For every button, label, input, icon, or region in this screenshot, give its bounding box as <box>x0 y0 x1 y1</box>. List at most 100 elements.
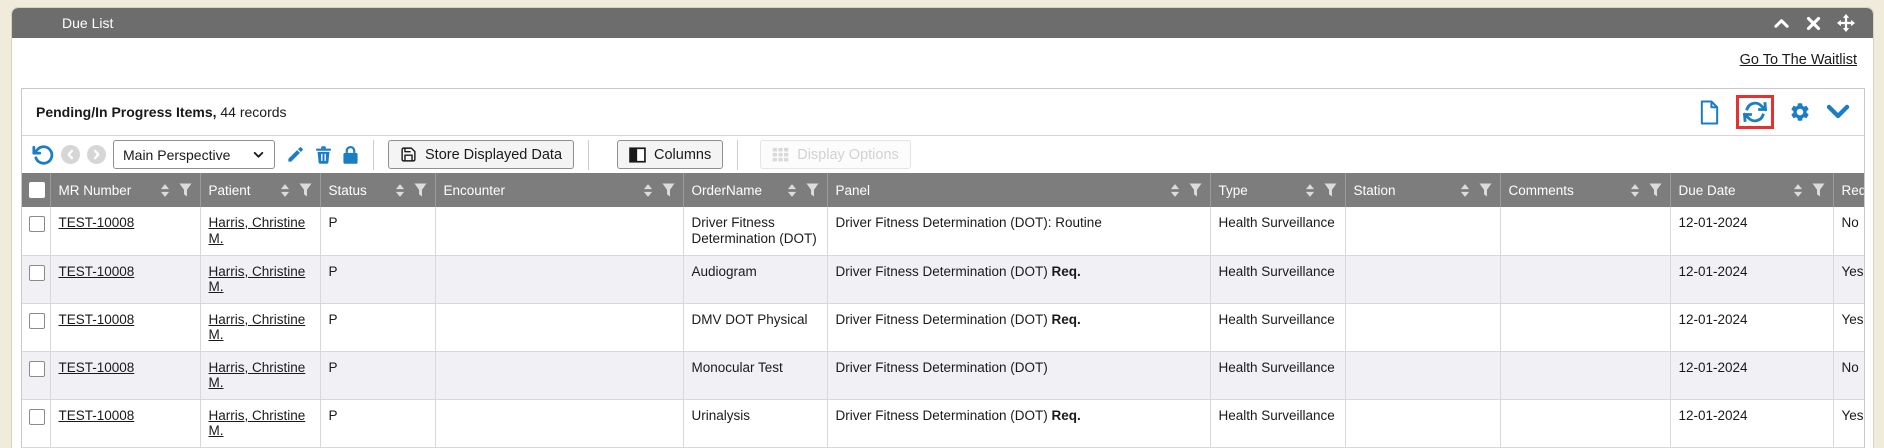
due-list-window: Due List Go To The Waitlist Pending/In P… <box>12 8 1873 448</box>
columns-button[interactable]: Columns <box>617 140 724 169</box>
type-cell: Health Surveillance <box>1209 207 1345 256</box>
mr-number-link[interactable]: TEST-10008 <box>58 407 135 423</box>
row-checkbox[interactable] <box>29 264 45 281</box>
column-header-panel[interactable]: Panel <box>826 173 1210 207</box>
comments-cell <box>1499 207 1670 256</box>
station-cell <box>1344 303 1500 352</box>
sort-icon[interactable] <box>1460 183 1470 198</box>
column-header-station[interactable]: Station <box>1344 173 1500 207</box>
patient-link[interactable]: Harris, Christine M. <box>208 215 306 246</box>
req-cell: Yes <box>1832 303 1864 352</box>
toolbar-divider <box>737 139 739 170</box>
perspective-select[interactable]: Main Perspective <box>113 140 275 169</box>
filter-icon[interactable] <box>299 183 312 197</box>
close-icon[interactable] <box>1806 16 1821 31</box>
filter-icon[interactable] <box>1479 183 1492 197</box>
grid-icon <box>772 147 789 161</box>
status-cell: P <box>319 351 435 400</box>
chevron-down-icon[interactable] <box>1826 102 1850 122</box>
ordername-cell: Audiogram <box>682 255 827 304</box>
mr-number-link[interactable]: TEST-10008 <box>58 263 135 279</box>
patient-link[interactable]: Harris, Christine M. <box>208 359 306 391</box>
table-header-row: MR Number Patient Status Encounter Order… <box>22 173 1864 207</box>
select-all-checkbox[interactable] <box>29 182 45 198</box>
move-icon[interactable] <box>1837 14 1855 32</box>
trash-icon[interactable] <box>314 145 333 165</box>
filter-icon[interactable] <box>1324 183 1337 197</box>
select-chevron-icon <box>253 151 264 158</box>
gear-icon[interactable] <box>1789 101 1811 123</box>
mr-number-link[interactable]: TEST-10008 <box>58 311 135 327</box>
column-header-type[interactable]: Type <box>1209 173 1345 207</box>
comments-cell <box>1499 303 1670 352</box>
sort-icon[interactable] <box>395 183 405 198</box>
req-cell: No <box>1832 207 1864 256</box>
column-header-ordername[interactable]: OrderName <box>682 173 827 207</box>
column-header-comments[interactable]: Comments <box>1499 173 1670 207</box>
filter-icon[interactable] <box>662 183 675 197</box>
status-cell: P <box>319 303 435 352</box>
store-displayed-data-button[interactable]: Store Displayed Data <box>388 140 575 169</box>
req-cell: Yes <box>1832 399 1864 448</box>
mr-number-link[interactable]: TEST-10008 <box>58 215 135 230</box>
ordername-cell: Urinalysis <box>682 399 827 448</box>
panel-title: Pending/In Progress Items, 44 records <box>36 104 287 120</box>
sort-icon[interactable] <box>643 183 653 198</box>
table-row: TEST-10008 Harris, Christine M. P Driver… <box>22 207 1864 256</box>
filter-icon[interactable] <box>179 183 192 197</box>
table-row: TEST-10008 Harris, Christine M. P DMV DO… <box>22 303 1864 352</box>
pencil-icon[interactable] <box>286 145 305 164</box>
row-checkbox[interactable] <box>29 360 45 377</box>
patient-link[interactable]: Harris, Christine M. <box>208 263 306 295</box>
comments-cell <box>1499 351 1670 400</box>
due-date-cell: 12-01-2024 <box>1669 399 1833 448</box>
pending-items-panel: Pending/In Progress Items, 44 records Ma… <box>21 88 1865 448</box>
row-checkbox[interactable] <box>29 312 45 329</box>
chevron-left-icon <box>61 145 80 164</box>
column-header-due-date[interactable]: Due Date <box>1669 173 1833 207</box>
station-cell <box>1344 351 1500 400</box>
filter-icon[interactable] <box>1649 183 1662 197</box>
status-cell: P <box>319 207 435 256</box>
type-cell: Health Surveillance <box>1209 255 1345 304</box>
sort-icon[interactable] <box>1793 183 1803 198</box>
sort-icon[interactable] <box>1170 183 1180 198</box>
column-header-encounter[interactable]: Encounter <box>434 173 683 207</box>
window-titlebar: Due List <box>12 8 1873 38</box>
status-cell: P <box>319 399 435 448</box>
filter-icon[interactable] <box>1812 183 1825 197</box>
panel-header: Pending/In Progress Items, 44 records <box>22 89 1864 136</box>
filter-icon[interactable] <box>414 183 427 197</box>
patient-link[interactable]: Harris, Christine M. <box>208 311 306 343</box>
refresh-icon[interactable] <box>1743 100 1767 124</box>
panel-cell: Driver Fitness Determination (DOT): Rout… <box>826 207 1210 256</box>
row-checkbox[interactable] <box>29 216 45 232</box>
due-date-cell: 12-01-2024 <box>1669 303 1833 352</box>
sort-icon[interactable] <box>1630 183 1640 198</box>
panel-cell: Driver Fitness Determination (DOT) <box>826 351 1210 400</box>
encounter-cell <box>434 351 683 400</box>
patient-link[interactable]: Harris, Christine M. <box>208 407 306 439</box>
filter-icon[interactable] <box>806 183 819 197</box>
new-document-icon[interactable] <box>1698 99 1721 125</box>
column-header-req[interactable]: Req <box>1832 173 1864 207</box>
encounter-cell <box>434 207 683 256</box>
row-checkbox[interactable] <box>29 408 45 425</box>
toolbar-divider <box>373 139 374 170</box>
table-row: TEST-10008 Harris, Christine M. P Urinal… <box>22 399 1864 448</box>
go-to-waitlist-link[interactable]: Go To The Waitlist <box>1739 52 1857 68</box>
sort-icon[interactable] <box>280 183 290 198</box>
collapse-icon[interactable] <box>1773 15 1790 32</box>
toolbar-divider <box>588 139 590 170</box>
column-header-status[interactable]: Status <box>319 173 435 207</box>
undo-icon[interactable] <box>32 144 54 166</box>
column-header-mr-number[interactable]: MR Number <box>49 173 200 207</box>
sort-icon[interactable] <box>1305 183 1315 198</box>
sort-icon[interactable] <box>160 183 170 198</box>
refresh-highlight-box <box>1736 95 1774 129</box>
mr-number-link[interactable]: TEST-10008 <box>58 359 135 375</box>
filter-icon[interactable] <box>1189 183 1202 197</box>
column-header-patient[interactable]: Patient <box>199 173 320 207</box>
lock-icon[interactable] <box>342 145 359 165</box>
sort-icon[interactable] <box>787 183 797 198</box>
